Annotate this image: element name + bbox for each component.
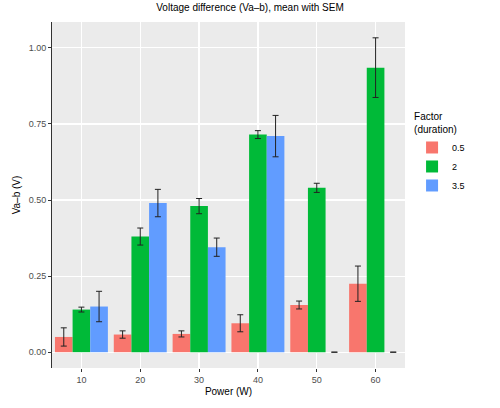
svg-text:30: 30 <box>194 375 204 385</box>
svg-text:0.00: 0.00 <box>29 347 47 357</box>
svg-text:0.50: 0.50 <box>29 195 47 205</box>
svg-text:20: 20 <box>135 375 145 385</box>
svg-text:2: 2 <box>452 162 457 172</box>
svg-text:Factor(duration): Factor(duration) <box>414 111 457 135</box>
svg-text:50: 50 <box>312 375 322 385</box>
svg-text:0.75: 0.75 <box>29 119 47 129</box>
svg-text:Voltage difference (Va–b), mea: Voltage difference (Va–b), mean with SEM <box>156 2 344 13</box>
svg-text:60: 60 <box>371 375 381 385</box>
svg-text:40: 40 <box>253 375 263 385</box>
svg-text:1.00: 1.00 <box>29 43 47 53</box>
svg-text:Power (W): Power (W) <box>205 386 252 397</box>
svg-text:0.25: 0.25 <box>29 271 47 281</box>
svg-text:3.5: 3.5 <box>452 181 465 191</box>
svg-text:10: 10 <box>76 375 86 385</box>
svg-text:Va–b (V): Va–b (V) <box>11 176 22 215</box>
svg-text:0.5: 0.5 <box>452 143 465 153</box>
